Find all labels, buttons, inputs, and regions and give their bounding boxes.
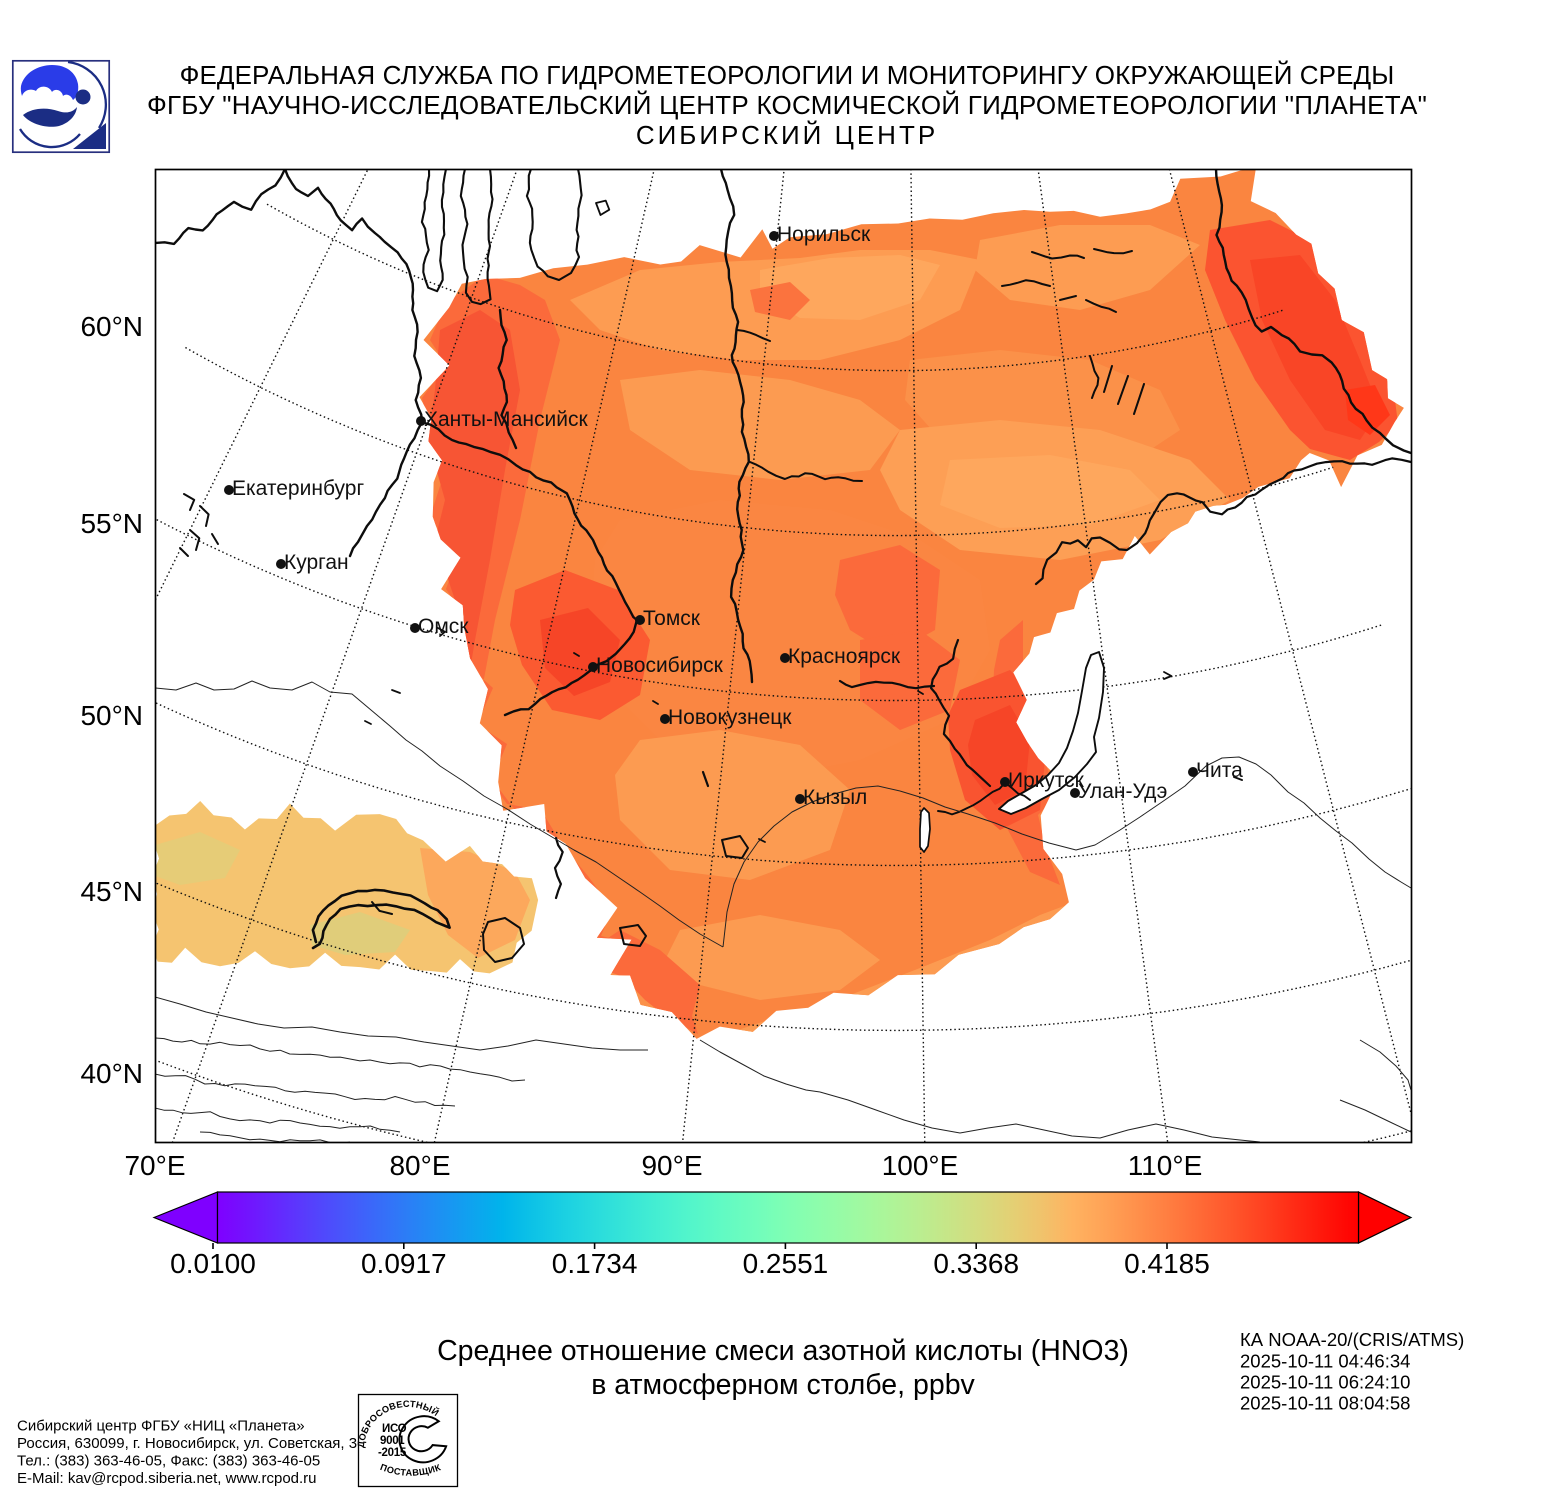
svg-text:-2015: -2015 bbox=[378, 1447, 407, 1459]
svg-text:Россия, 630099, г. Новосибирск: Россия, 630099, г. Новосибирск, ул. Сове… bbox=[17, 1435, 365, 1452]
svg-text:Екатеринбург: Екатеринбург bbox=[232, 477, 364, 500]
svg-text:0.0100: 0.0100 bbox=[170, 1248, 256, 1279]
svg-text:Новокузнецк: Новокузнецк bbox=[668, 706, 792, 729]
svg-text:E-Mail: kav@rcpod.siberia.net,: E-Mail: kav@rcpod.siberia.net, www.rcpod… bbox=[17, 1470, 317, 1487]
svg-text:Сибирский центр ФГБУ «НИЦ «Пла: Сибирский центр ФГБУ «НИЦ «Планета» bbox=[17, 1418, 305, 1435]
svg-text:110°E: 110°E bbox=[1128, 1150, 1203, 1181]
svg-text:в атмосферном столбе, ppbv: в атмосферном столбе, ppbv bbox=[591, 1369, 975, 1401]
svg-text:Новосибирск: Новосибирск bbox=[596, 654, 724, 677]
svg-text:40°N: 40°N bbox=[80, 1058, 143, 1089]
svg-text:ИСО: ИСО bbox=[382, 1423, 407, 1435]
svg-text:КА NOAA-20/(CRIS/ATMS): КА NOAA-20/(CRIS/ATMS) bbox=[1240, 1329, 1464, 1350]
svg-text:60°N: 60°N bbox=[80, 311, 143, 342]
svg-text:55°N: 55°N bbox=[80, 508, 143, 539]
svg-text:0.3368: 0.3368 bbox=[933, 1248, 1019, 1279]
svg-text:Омск: Омск bbox=[418, 615, 469, 638]
svg-text:Томск: Томск bbox=[643, 607, 701, 630]
svg-text:Норильск: Норильск bbox=[777, 223, 871, 246]
svg-text:Чита: Чита bbox=[1196, 759, 1243, 782]
svg-text:0.2551: 0.2551 bbox=[743, 1248, 829, 1279]
svg-text:Улан-Удэ: Улан-Удэ bbox=[1078, 780, 1167, 803]
svg-text:45°N: 45°N bbox=[80, 876, 143, 907]
svg-text:2025-10-11 08:04:58: 2025-10-11 08:04:58 bbox=[1240, 1393, 1410, 1414]
svg-text:Ханты-Мансийск: Ханты-Мансийск bbox=[424, 408, 588, 431]
svg-text:Красноярск: Красноярск bbox=[788, 645, 901, 668]
svg-text:Кызыл: Кызыл bbox=[803, 786, 867, 809]
svg-text:Курган: Курган bbox=[284, 551, 349, 574]
svg-text:Иркутск: Иркутск bbox=[1008, 769, 1085, 792]
svg-text:2025-10-11 06:24:10: 2025-10-11 06:24:10 bbox=[1240, 1372, 1410, 1393]
svg-text:2025-10-11 04:46:34: 2025-10-11 04:46:34 bbox=[1240, 1351, 1410, 1372]
svg-text:0.4185: 0.4185 bbox=[1124, 1248, 1210, 1279]
svg-text:90°E: 90°E bbox=[641, 1150, 702, 1181]
svg-text:80°E: 80°E bbox=[389, 1150, 450, 1181]
svg-text:100°E: 100°E bbox=[882, 1150, 959, 1181]
svg-text:50°N: 50°N bbox=[80, 700, 143, 731]
svg-text:Среднее отношение смеси азотно: Среднее отношение смеси азотной кислоты … bbox=[437, 1335, 1129, 1367]
svg-text:0.0917: 0.0917 bbox=[361, 1248, 447, 1279]
svg-text:9001: 9001 bbox=[380, 1435, 405, 1447]
svg-text:Тел.: (383) 363-46-05, Факс: (: Тел.: (383) 363-46-05, Факс: (383) 363-4… bbox=[17, 1453, 320, 1470]
svg-text:0.1734: 0.1734 bbox=[552, 1248, 638, 1279]
svg-text:70°E: 70°E bbox=[124, 1150, 185, 1181]
